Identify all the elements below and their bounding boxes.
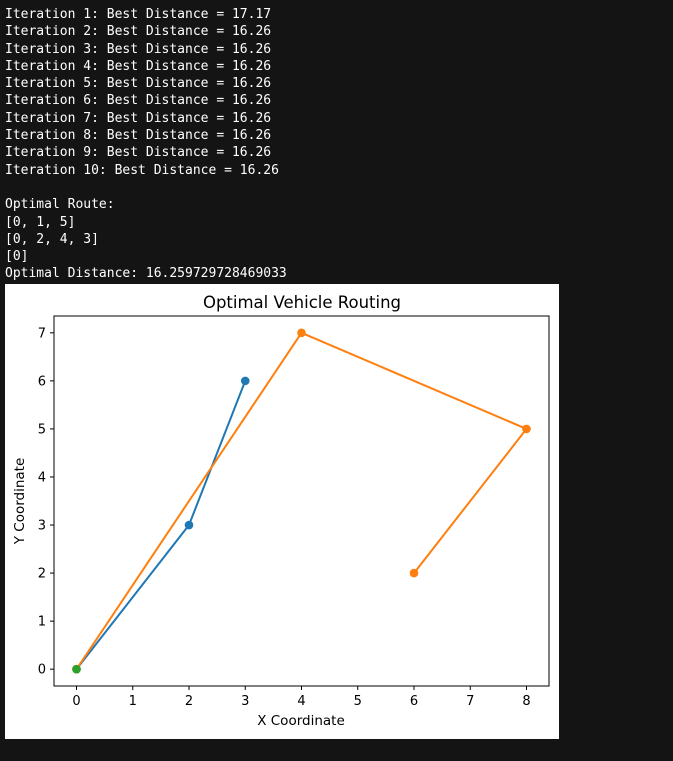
y-tick-label: 0 — [38, 663, 46, 678]
console-line: Iteration 2: Best Distance = 16.26 — [5, 24, 272, 40]
console-output: Iteration 1: Best Distance = 17.17 Iterat… — [5, 6, 665, 283]
x-tick-label: 6 — [410, 694, 418, 709]
series-1 — [72, 328, 531, 674]
data-point — [522, 424, 531, 434]
chart-svg: Optimal Vehicle Routing 0 1 2 3 4 5 6 7 8 0 1 2 3 4 5… — [12, 293, 550, 729]
y-tick-label: 3 — [38, 519, 46, 534]
series-2 — [72, 664, 81, 674]
series-line — [75, 380, 247, 670]
x-tick-label: 5 — [354, 694, 362, 709]
x-tick-label: 7 — [466, 694, 474, 709]
y-axis-ticks: 0 1 2 3 4 5 6 7 — [38, 326, 54, 678]
y-tick-label: 5 — [38, 422, 46, 437]
console-line: Iteration 10: Best Distance = 16.26 — [5, 162, 279, 178]
y-tick-label: 6 — [38, 374, 46, 389]
console-line: Iteration 9: Best Distance = 16.26 — [5, 145, 272, 161]
console-line: Iteration 4: Best Distance = 16.26 — [5, 58, 272, 74]
x-axis-label: X Coordinate — [257, 713, 345, 729]
y-tick-label: 7 — [38, 326, 46, 341]
data-point — [297, 328, 306, 338]
chart-title: Optimal Vehicle Routing — [203, 293, 401, 312]
x-axis-ticks: 0 1 2 3 4 5 6 7 8 — [72, 686, 531, 709]
x-tick-label: 1 — [129, 694, 137, 709]
series-0 — [72, 376, 250, 674]
y-tick-label: 2 — [38, 567, 46, 582]
console-line: Optimal Distance: 16.259729728469033 — [5, 266, 287, 282]
data-point — [409, 568, 419, 578]
x-tick-label: 8 — [522, 694, 530, 709]
console-line: Iteration 1: Best Distance = 17.17 — [5, 7, 272, 22]
data-point — [72, 664, 81, 674]
series-line — [75, 331, 528, 670]
console-line: Iteration 6: Best Distance = 16.26 — [5, 93, 272, 109]
console-line: [0] — [5, 249, 29, 265]
console-line: Iteration 7: Best Distance = 16.26 — [5, 110, 272, 126]
plot-marks — [72, 328, 531, 674]
console-line: Iteration 8: Best Distance = 16.26 — [5, 128, 272, 144]
console-line: [0, 1, 5] — [5, 214, 76, 230]
console-line — [5, 179, 665, 196]
y-tick-label: 4 — [38, 470, 46, 485]
data-point — [240, 376, 250, 386]
x-tick-label: 3 — [241, 694, 249, 709]
plot-frame — [53, 315, 550, 687]
y-tick-label: 1 — [38, 615, 46, 630]
x-tick-label: 0 — [72, 694, 80, 709]
console-line: [0, 2, 4, 3] — [5, 231, 99, 247]
x-tick-label: 2 — [185, 694, 193, 709]
y-axis-label: Y Coordinate — [12, 458, 28, 546]
chart-figure: Optimal Vehicle Routing 0 1 2 3 4 5 6 7 8 0 1 2 3 4 5… — [5, 284, 559, 739]
console-line: Iteration 5: Best Distance = 16.26 — [5, 76, 272, 92]
console-line: Iteration 3: Best Distance = 16.26 — [5, 41, 272, 57]
console-line: Optimal Route: — [5, 197, 115, 213]
x-tick-label: 4 — [297, 694, 305, 709]
data-point — [184, 520, 194, 530]
